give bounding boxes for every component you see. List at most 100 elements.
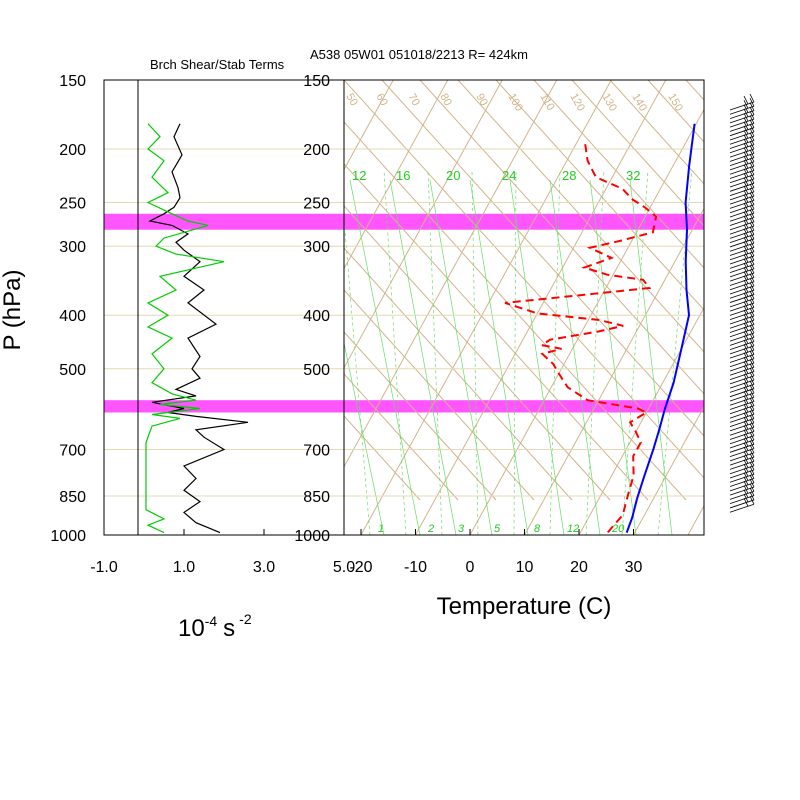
wind-barb: [729, 496, 755, 513]
highlight-band-0: [104, 213, 704, 230]
theta-label: 100: [505, 92, 525, 114]
pressure-tick-left: 250: [59, 196, 86, 213]
wind-barbs: [729, 93, 755, 513]
dry-adiabat-line: [344, 247, 573, 501]
y-axis-label: P (hPa): [0, 270, 26, 351]
mixing-ratio-line: [383, 169, 407, 535]
isotherm-line: [344, 80, 394, 171]
theta-label: 130: [599, 92, 619, 114]
mixing-ratio-line: [657, 169, 693, 535]
dry-adiabat-line: [381, 80, 704, 437]
mixing-ratio-line: [471, 169, 479, 535]
pressure-tick-left: 850: [59, 489, 86, 506]
dry-adiabat-line: [344, 163, 649, 501]
pressure-tick-left: 400: [59, 308, 86, 325]
isotherm-line: [633, 405, 704, 535]
right-panel-title: A538 05W01 051018/2213 R= 424km: [310, 47, 528, 62]
dry-adiabat-line: [344, 331, 497, 501]
mixing-ratio-label-bottom: 12: [567, 523, 579, 535]
temp-x-tick-label: 0: [466, 559, 475, 576]
pressure-tick-left: 700: [59, 442, 86, 459]
dry-adiabat-line: [344, 373, 459, 501]
mixing-ratio-label-top: 12: [352, 168, 366, 183]
dry-adiabat-line: [344, 205, 611, 501]
left-series-black: [148, 123, 249, 534]
right-panel-series: [504, 123, 696, 534]
dry-adiabat-line: [647, 80, 704, 143]
dry-adiabat-line: [533, 80, 704, 269]
pressure-tick-right: 200: [303, 142, 330, 159]
left-xlabel-unit-exp: -2: [239, 611, 252, 627]
mixing-ratio-label-bottom: 5: [494, 523, 501, 535]
mixing-ratio-label-top: 32: [626, 168, 640, 183]
temp-x-tick-label: 10: [516, 559, 534, 576]
moist-adiabat-line: [509, 179, 565, 535]
pressure-tick-left: 500: [59, 362, 86, 379]
pressure-tick-left: 300: [59, 239, 86, 256]
pressure-tick-right: 700: [303, 442, 330, 459]
mixing-ratio-label-bottom: 1: [378, 523, 384, 535]
mixing-ratio-line: [621, 169, 649, 535]
mixing-ratio-label-top: 20: [446, 168, 460, 183]
mixing-ratio-line: [427, 169, 443, 535]
temp-x-tick-label: -10: [404, 559, 427, 576]
temp-x-tick-label: 20: [570, 559, 588, 576]
left-xlabel-base: 10: [178, 615, 205, 642]
theta-label: 140: [629, 92, 649, 114]
left-xlabel-unit: s: [223, 615, 235, 642]
isotherm-line: [344, 80, 449, 270]
theta-label: 90: [473, 92, 490, 109]
temp-x-tick-label: 30: [625, 559, 643, 576]
mixing-ratio-label-bottom: 20: [611, 523, 625, 535]
mixing-ratio-line: [549, 169, 561, 535]
isotherm-line: [89, 80, 339, 535]
isotherm-line: [415, 80, 667, 535]
moist-adiabat-line: [629, 179, 673, 535]
theta-label: 120: [567, 92, 587, 114]
isotherm-line: [360, 80, 612, 535]
mixing-ratio-label-bottom: 2: [427, 523, 434, 535]
isotherm-line: [344, 80, 558, 468]
theta-label: 50: [343, 92, 360, 109]
mixing-ratio-label-top: 28: [562, 168, 576, 183]
moist-adiabat-line: [549, 179, 601, 535]
dry-adiabat-line: [724, 80, 800, 500]
pressure-tick-left: 1000: [50, 528, 86, 545]
theta-label: 80: [437, 92, 454, 109]
left-panel-title: Brch Shear/Stab Terms: [150, 57, 285, 72]
theta-label: 60: [373, 92, 390, 109]
isotherm-line: [524, 207, 704, 535]
right-series-blue: [625, 123, 696, 533]
mixing-ratio-line: [344, 214, 371, 535]
temperature-axis-label: Temperature (C): [437, 593, 612, 620]
x-tick-labels: -1.0 1.0 3.0 5.0-20 -10 0 10 20 30: [90, 529, 643, 576]
left-panel-series: [145, 123, 249, 534]
highlight-band-1: [104, 400, 704, 413]
dry-adiabat-line: [419, 80, 704, 395]
right-series-red: [504, 144, 658, 534]
temp-x-tick-label: -20: [349, 559, 372, 576]
mixing-ratio-label-top: 24: [502, 168, 516, 183]
pressure-tick-right: 150: [303, 73, 330, 90]
moist-adiabat-line: [589, 179, 637, 535]
pressure-tick-right: 500: [303, 362, 330, 379]
mixing-ratio-label-bottom: 8: [534, 523, 541, 535]
dry-adiabat-line: [571, 80, 704, 227]
mixing-ratio-label-top: 16: [396, 168, 410, 183]
dry-adiabat-line: [344, 289, 535, 501]
moist-adiabat-line: [349, 179, 421, 535]
wind-barb: [729, 491, 755, 509]
left-x-axis-label: 10-4 s -2: [178, 611, 252, 642]
isotherm-line: [0, 80, 230, 535]
moist-adiabat-line: [344, 341, 385, 535]
mixing-ratio-line: [585, 169, 605, 535]
moist-adiabat-line: [389, 179, 457, 535]
pressure-tick-left: 200: [59, 142, 86, 159]
pressure-tick-right: 850: [303, 489, 330, 506]
dry-adiabat-line: [344, 415, 421, 501]
left-x-tick-label: 1.0: [173, 559, 195, 576]
dry-adiabat-line: [762, 80, 800, 500]
theta-label: 70: [405, 92, 422, 109]
